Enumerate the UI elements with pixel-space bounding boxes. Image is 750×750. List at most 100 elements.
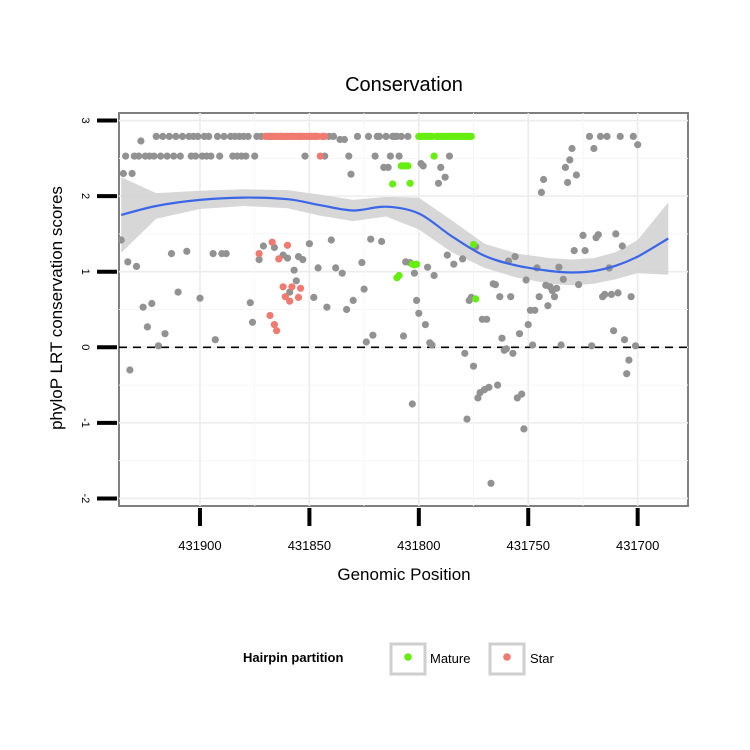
y-axis: -2 -1 0 1 2 3 (79, 118, 117, 504)
y-tick-label: -2 (79, 494, 91, 504)
point-other (397, 132, 405, 140)
point-other (459, 255, 467, 263)
x-tick-label: 431800 (397, 538, 440, 553)
point-other (441, 173, 449, 181)
point-other (518, 390, 526, 398)
point-other (378, 237, 386, 246)
point-other (157, 152, 165, 160)
point-other (588, 342, 596, 350)
point-other (251, 152, 259, 160)
point-other (301, 152, 309, 160)
point-other (246, 299, 254, 307)
point-other (404, 132, 412, 140)
point-other (143, 323, 151, 331)
point-other (209, 250, 217, 258)
point-star (283, 241, 292, 249)
smooth-fit-line (120, 196, 669, 274)
smooth-line-layer (120, 196, 669, 274)
point-other (364, 132, 373, 140)
point-other (327, 236, 335, 244)
point-other (176, 152, 184, 160)
point-other (430, 271, 438, 280)
point-other (485, 383, 493, 391)
point-other (498, 334, 506, 342)
point-mature (395, 271, 403, 280)
point-other (419, 162, 427, 170)
point-star (266, 311, 274, 320)
point-other (360, 285, 368, 293)
point-other (194, 132, 202, 140)
point-other (590, 144, 598, 153)
point-other (124, 258, 132, 266)
point-other (610, 327, 618, 335)
point-other (491, 281, 499, 289)
point-other (255, 256, 263, 264)
point-star (279, 283, 287, 291)
point-other (483, 315, 491, 323)
point-other (557, 341, 565, 349)
point-other (399, 332, 408, 340)
point-other (338, 269, 346, 277)
point-other (509, 349, 517, 357)
point-other (165, 132, 173, 140)
point-other (634, 141, 642, 149)
point-star (255, 250, 263, 258)
y-tick-label: 2 (79, 193, 91, 199)
legend-label-mature: Mature (430, 651, 470, 666)
y-tick-label: 1 (79, 269, 91, 275)
x-tick-label: 431700 (616, 538, 659, 553)
point-other (620, 336, 629, 344)
point-other (408, 400, 416, 408)
point-mature (406, 179, 414, 187)
point-other (625, 356, 633, 364)
point-other (122, 152, 130, 160)
point-other (395, 152, 403, 160)
point-other (616, 132, 624, 140)
point-other (511, 253, 519, 261)
point-other (421, 321, 429, 329)
point-other (154, 342, 162, 350)
legend-title: Hairpin partition (243, 650, 343, 665)
point-star (321, 132, 329, 140)
legend-key-mature (389, 642, 427, 676)
point-other (161, 330, 169, 338)
legend-dot-mature (404, 653, 412, 661)
point-other (132, 262, 141, 270)
point-other (343, 305, 351, 314)
point-other (205, 132, 213, 140)
point-other (183, 247, 191, 255)
point-other (544, 302, 552, 310)
point-other (178, 132, 187, 140)
point-other (283, 254, 292, 262)
point-other (461, 349, 469, 357)
point-star (297, 284, 305, 292)
y-tick-label: -1 (79, 418, 91, 428)
chart-title: Conservation (345, 74, 463, 96)
point-other (561, 163, 570, 171)
point-other (137, 137, 145, 145)
point-mature (404, 162, 412, 170)
point-other (345, 152, 353, 160)
x-tick-label: 431850 (288, 538, 331, 553)
point-other (469, 362, 478, 370)
point-other (128, 169, 136, 178)
point-other (524, 321, 532, 329)
y-tick-label: 0 (79, 344, 91, 350)
point-other (566, 156, 574, 164)
point-other (207, 152, 215, 160)
point-other (540, 175, 548, 184)
point-other (248, 318, 257, 326)
point-mature (472, 295, 480, 303)
point-other (159, 132, 167, 140)
point-other (618, 242, 626, 250)
point-other (371, 152, 379, 160)
point-star (281, 293, 289, 301)
point-star (273, 327, 281, 335)
point-other (211, 336, 219, 344)
point-other (119, 169, 127, 178)
point-other (596, 132, 605, 140)
point-other (550, 293, 559, 301)
point-star (268, 238, 276, 246)
point-other (220, 132, 228, 140)
